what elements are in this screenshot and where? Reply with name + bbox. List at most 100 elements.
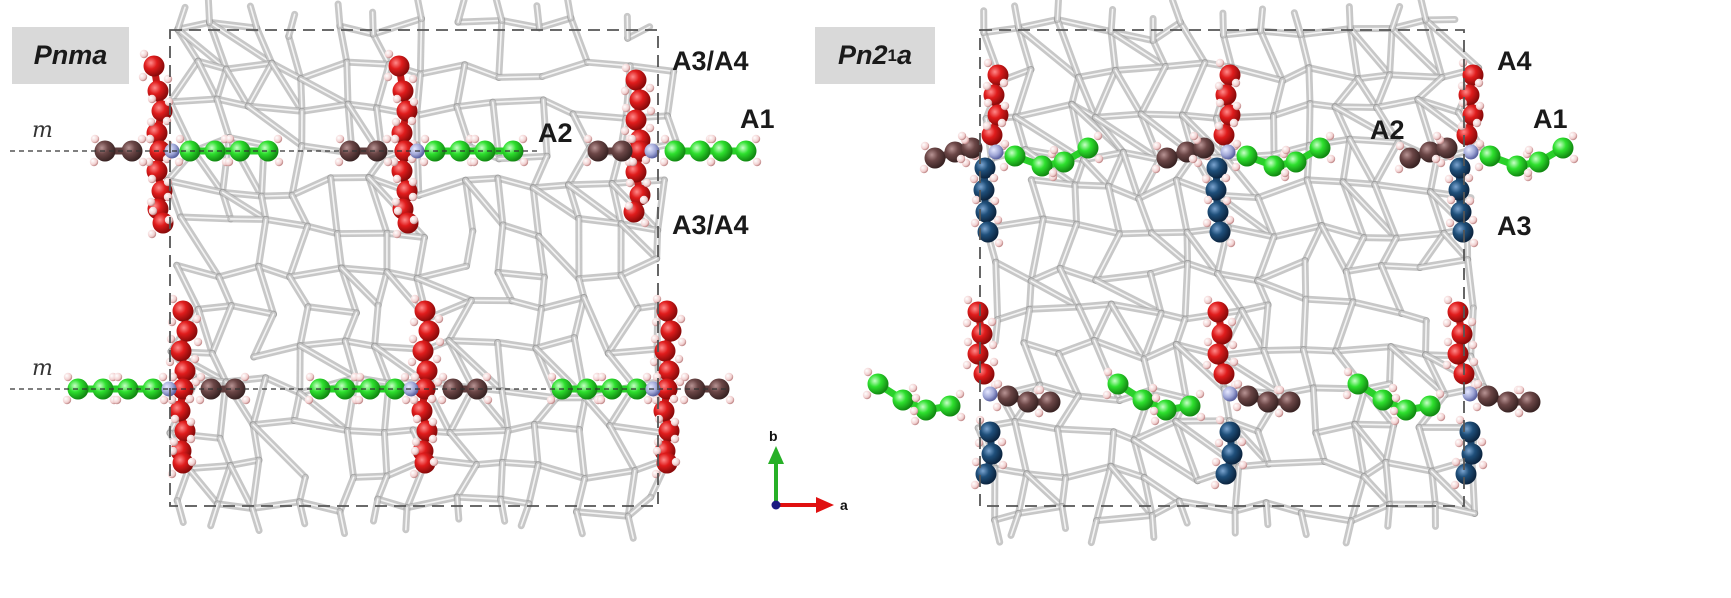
green-atom	[1180, 396, 1201, 417]
green-atom	[1133, 390, 1154, 411]
hydrogen-atom	[1211, 481, 1219, 489]
hydrogen-atom	[752, 135, 760, 143]
hydrogen-atom	[187, 435, 195, 443]
hydrogen-atom	[148, 230, 156, 238]
hydrogen-atom	[1035, 409, 1043, 417]
hydrogen-atom	[650, 358, 658, 366]
hydrogen-atom	[1036, 386, 1044, 394]
framework-bond-highlight	[208, 0, 209, 22]
brown-atom-chain	[588, 141, 633, 162]
framework-bond-highlight	[543, 100, 573, 114]
navy-atom	[1460, 422, 1481, 443]
hydrogen-atom	[160, 396, 168, 404]
hydrogen-atom	[1445, 175, 1453, 183]
hydrogen-atom	[471, 135, 479, 143]
hydrogen-atom	[670, 395, 678, 403]
hydrogen-atom	[1103, 391, 1111, 399]
hydrogen-atom	[625, 202, 633, 210]
red-atom	[389, 56, 410, 77]
hydrogen-atom	[335, 158, 343, 166]
green-atom	[1529, 152, 1550, 173]
nitrogen-atom	[1464, 145, 1479, 160]
framework-bond-highlight	[1152, 501, 1179, 515]
hydrogen-atom	[1104, 368, 1112, 376]
hydrogen-atom	[1392, 394, 1400, 402]
framework-bond-highlight	[1097, 466, 1111, 520]
hydrogen-atom	[1094, 132, 1102, 140]
navy-atom	[1453, 222, 1474, 243]
hydrogen-atom	[1238, 438, 1246, 446]
framework-bond-highlight	[266, 378, 300, 393]
hydrogen-atom	[1204, 296, 1212, 304]
hydrogen-atom	[1229, 341, 1237, 349]
hydrogen-atom	[225, 158, 233, 166]
hydrogen-atom	[187, 418, 195, 426]
hydrogen-atom	[989, 341, 997, 349]
hydrogen-atom	[983, 82, 991, 90]
hydrogen-atom	[652, 396, 660, 404]
hydrogen-atom	[138, 135, 146, 143]
framework-bond-highlight	[1057, 396, 1078, 429]
framework-bond-highlight	[262, 195, 293, 196]
hydrogen-atom	[171, 415, 179, 423]
hydrogen-atom	[1469, 341, 1477, 349]
hydrogen-atom	[1196, 390, 1204, 398]
mirror-plane-label-top: m	[32, 118, 53, 143]
brown-atom-chain	[925, 138, 983, 169]
navy-atom	[1210, 222, 1231, 243]
hydrogen-atom	[1469, 216, 1477, 224]
hydrogen-atom	[680, 396, 688, 404]
framework-bond-highlight	[248, 63, 272, 106]
hydrogen-atom	[394, 207, 402, 215]
hydrogen-atom	[410, 98, 418, 106]
hydrogen-atom	[1215, 82, 1223, 90]
framework-bond-highlight	[1153, 22, 1180, 40]
hydrogen-atom	[626, 179, 634, 187]
hydrogen-atom	[1001, 140, 1009, 148]
hydrogen-atom	[159, 373, 167, 381]
hydrogen-atom	[677, 315, 685, 323]
brown-atom-chain	[1478, 386, 1541, 413]
hydrogen-atom	[671, 435, 679, 443]
hydrogen-atom	[1466, 197, 1474, 205]
hydrogen-atom	[583, 158, 591, 166]
red-atom	[171, 341, 192, 362]
hydrogen-atom	[547, 396, 555, 404]
hydrogen-atom	[1150, 407, 1158, 415]
hydrogen-atom	[147, 198, 155, 206]
hydrogen-atom	[1452, 458, 1460, 466]
hydrogen-atom	[164, 193, 172, 201]
green-atom	[205, 141, 226, 162]
hydrogen-atom	[411, 295, 419, 303]
hydrogen-atom	[672, 458, 680, 466]
axis-origin	[772, 501, 781, 510]
hydrogen-atom	[622, 64, 630, 72]
hydrogen-atom	[983, 122, 991, 130]
green-atom	[893, 390, 914, 411]
hydrogen-atom	[196, 396, 204, 404]
red-atom	[630, 90, 651, 111]
framework-bond-highlight	[1066, 466, 1111, 478]
hydrogen-atom	[186, 395, 194, 403]
red-atom	[175, 361, 196, 382]
green-atom	[1480, 146, 1501, 167]
framework-bond-highlight	[610, 426, 635, 471]
hydrogen-atom	[988, 318, 996, 326]
red-atom	[972, 324, 993, 345]
hydrogen-atom	[1447, 196, 1455, 204]
framework-bond-highlight	[1305, 261, 1306, 300]
green-atom	[736, 141, 757, 162]
hydrogen-atom	[385, 50, 393, 58]
hydrogen-atom	[975, 439, 983, 447]
hydrogen-atom	[413, 415, 421, 423]
framework-bond-highlight	[996, 262, 1031, 281]
hydrogen-atom	[429, 435, 437, 443]
green-atom	[940, 396, 961, 417]
green-atom	[1553, 138, 1574, 159]
red-atom	[419, 321, 440, 342]
framework-bond-highlight	[621, 259, 657, 276]
brown-atom	[1498, 392, 1519, 413]
hydrogen-atom	[629, 158, 637, 166]
